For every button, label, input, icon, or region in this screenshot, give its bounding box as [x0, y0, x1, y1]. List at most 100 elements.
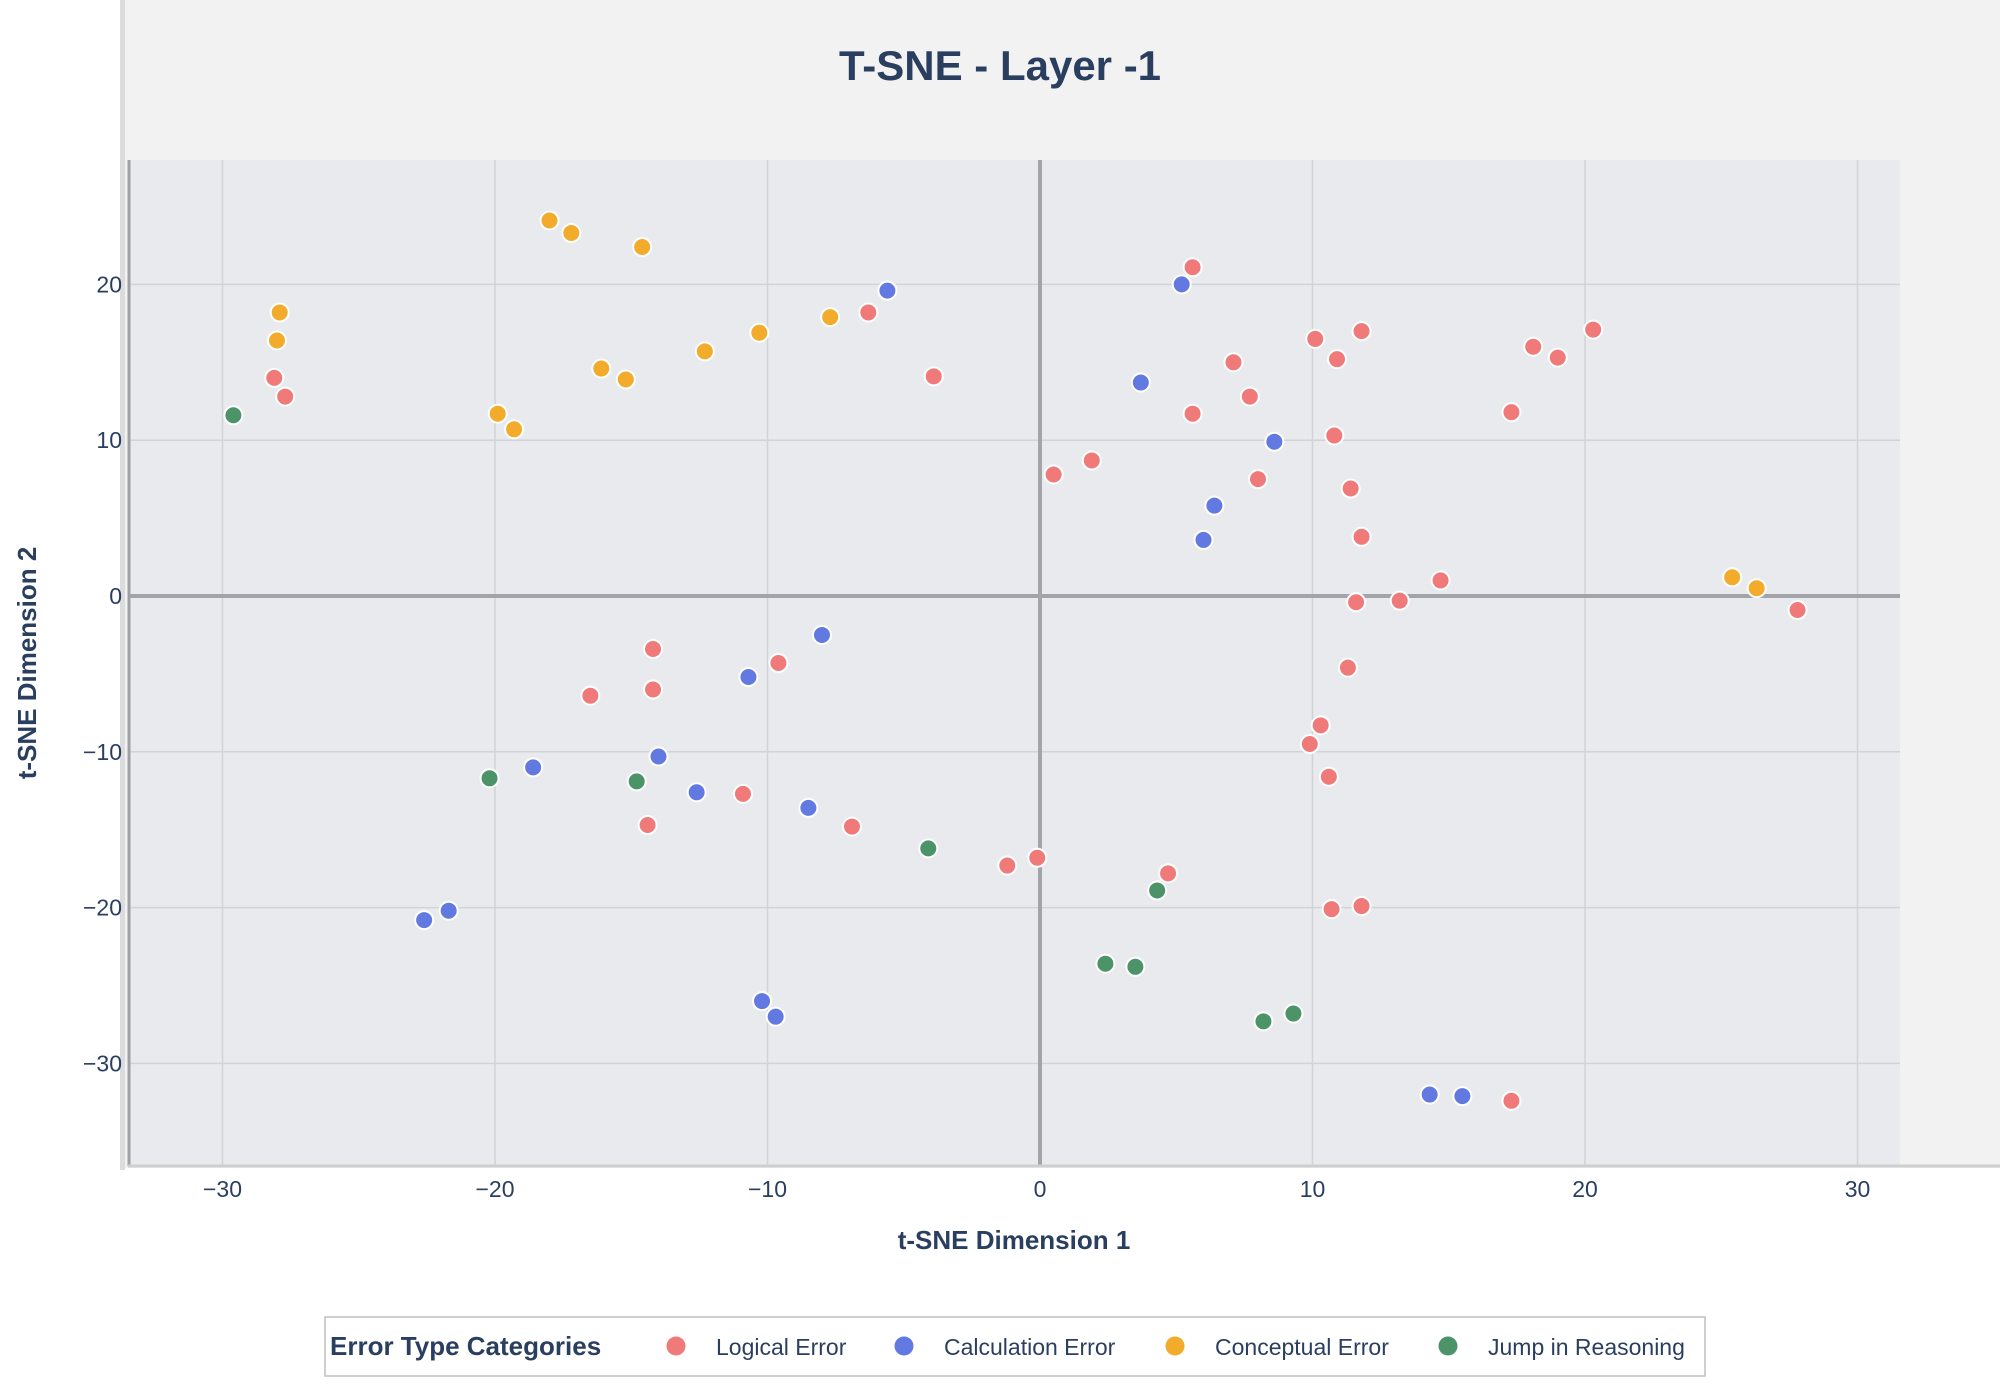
- point-logical-error: [1389, 590, 1410, 611]
- y-tick-label: 20: [96, 271, 122, 297]
- point-calculation-error: [1264, 431, 1285, 452]
- legend-marker: [1438, 1336, 1458, 1356]
- point-calculation-error: [438, 900, 459, 921]
- point-conceptual-error: [539, 210, 560, 231]
- point-logical-error: [768, 652, 789, 673]
- point-logical-error: [1182, 257, 1203, 278]
- point-conceptual-error: [694, 341, 715, 362]
- point-logical-error: [923, 366, 944, 387]
- legend-label: Calculation Error: [944, 1334, 1116, 1360]
- point-logical-error: [1305, 328, 1326, 349]
- point-jump-in-reasoning: [1283, 1003, 1304, 1024]
- point-calculation-error: [752, 991, 773, 1012]
- point-conceptual-error: [632, 237, 653, 258]
- x-tick-label: 20: [1572, 1176, 1598, 1202]
- point-calculation-error: [738, 667, 759, 688]
- y-tick-label: 10: [96, 427, 122, 453]
- point-calculation-error: [1419, 1084, 1440, 1105]
- series-logical-error: [264, 257, 1808, 1111]
- zero-lines: [128, 160, 1900, 1166]
- point-calculation-error: [765, 1006, 786, 1027]
- point-logical-error: [580, 685, 601, 706]
- point-logical-error: [1787, 600, 1808, 621]
- point-conceptual-error: [269, 302, 290, 323]
- point-logical-error: [1351, 526, 1372, 547]
- point-calculation-error: [686, 782, 707, 803]
- point-calculation-error: [1204, 495, 1225, 516]
- x-tick-labels: −30 −20 −10 0 10 20 30: [203, 1176, 1870, 1202]
- series-jump-in-reasoning: [223, 405, 1304, 1032]
- y-tick-label: 0: [109, 583, 122, 609]
- point-conceptual-error: [561, 222, 582, 243]
- point-logical-error: [1501, 1090, 1522, 1111]
- point-logical-error: [637, 815, 658, 836]
- x-tick-label: 0: [1034, 1176, 1047, 1202]
- chart-title: T-SNE - Layer -1: [839, 42, 1161, 89]
- legend-title: Error Type Categories: [330, 1331, 601, 1361]
- point-calculation-error: [877, 280, 898, 301]
- legend-item-jump-in-reasoning: Jump in Reasoning: [1438, 1334, 1685, 1360]
- y-tick-label: −10: [83, 739, 122, 765]
- point-logical-error: [1324, 425, 1345, 446]
- point-logical-error: [1346, 592, 1367, 613]
- point-logical-error: [1523, 336, 1544, 357]
- series-calculation-error: [414, 274, 1473, 1107]
- point-logical-error: [1182, 403, 1203, 424]
- y-axis-title: t-SNE Dimension 2: [12, 547, 42, 780]
- series-conceptual-error: [267, 210, 1767, 599]
- point-logical-error: [1501, 402, 1522, 423]
- point-logical-error: [732, 783, 753, 804]
- legend-box: [324, 1316, 1706, 1377]
- plot-background: [128, 160, 1900, 1166]
- point-logical-error: [1430, 570, 1451, 591]
- point-logical-error: [275, 386, 296, 407]
- point-logical-error: [264, 367, 285, 388]
- point-calculation-error: [414, 910, 435, 931]
- point-logical-error: [1248, 469, 1268, 490]
- legend-marker: [1165, 1336, 1185, 1356]
- point-logical-error: [1223, 352, 1244, 373]
- point-jump-in-reasoning: [1253, 1011, 1274, 1032]
- point-logical-error: [858, 302, 879, 323]
- point-logical-error: [1043, 464, 1064, 485]
- point-logical-error: [997, 855, 1018, 876]
- x-tick-label: −30: [203, 1176, 242, 1202]
- point-jump-in-reasoning: [1125, 956, 1146, 977]
- point-jump-in-reasoning: [918, 838, 939, 859]
- point-conceptual-error: [487, 403, 508, 424]
- legend-item-logical-error: Logical Error: [666, 1334, 847, 1360]
- x-tick-label: −10: [748, 1176, 787, 1202]
- legend-items: Logical Error Calculation Error Conceptual…: [666, 1334, 1685, 1360]
- point-logical-error: [1583, 319, 1604, 340]
- point-jump-in-reasoning: [1147, 880, 1168, 901]
- y-tick-label: −20: [83, 895, 122, 921]
- point-calculation-error: [523, 757, 544, 778]
- point-logical-error: [1027, 847, 1048, 868]
- point-calculation-error: [1171, 274, 1192, 295]
- point-logical-error: [1351, 896, 1372, 917]
- point-conceptual-error: [615, 369, 636, 390]
- point-logical-error: [1239, 386, 1260, 407]
- point-calculation-error: [812, 624, 832, 645]
- point-conceptual-error: [591, 358, 612, 379]
- point-conceptual-error: [267, 330, 287, 351]
- point-jump-in-reasoning: [626, 771, 647, 792]
- point-logical-error: [1340, 478, 1361, 499]
- point-jump-in-reasoning: [1095, 953, 1116, 974]
- x-tick-label: −20: [475, 1176, 514, 1202]
- point-logical-error: [1318, 766, 1339, 787]
- y-gridlines: [128, 283, 1900, 1065]
- point-logical-error: [1547, 347, 1568, 368]
- point-jump-in-reasoning: [223, 405, 244, 426]
- x-tick-label: 10: [1300, 1176, 1326, 1202]
- legend-label: Conceptual Error: [1215, 1334, 1389, 1360]
- point-logical-error: [841, 816, 862, 837]
- x-axis-title: t-SNE Dimension 1: [898, 1225, 1131, 1255]
- point-logical-error: [1310, 715, 1331, 736]
- legend-marker: [894, 1336, 914, 1356]
- legend-item-conceptual-error: Conceptual Error: [1165, 1334, 1389, 1360]
- point-calculation-error: [1193, 529, 1214, 550]
- point-jump-in-reasoning: [479, 768, 500, 789]
- left-edge-bar: [120, 0, 125, 1170]
